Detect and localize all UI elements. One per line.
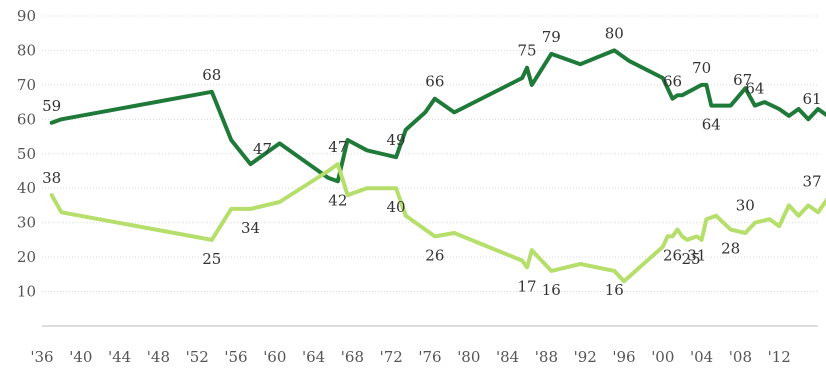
x-tick-label: '12	[768, 348, 791, 366]
data-label: 25	[682, 250, 701, 268]
data-label: 28	[721, 240, 740, 258]
x-tick-label: '52	[186, 348, 209, 366]
series-line-dark	[49, 48, 826, 184]
data-label: 61	[802, 90, 821, 108]
x-tick-label: '60	[263, 348, 286, 366]
y-tick-label: 60	[17, 110, 36, 128]
x-tick-label: '64	[302, 348, 325, 366]
data-label: 40	[387, 198, 406, 216]
x-tick-label: '36	[30, 348, 53, 366]
x-tick-label: '40	[69, 348, 92, 366]
x-tick-label: '44	[108, 348, 131, 366]
data-label: 80	[605, 24, 624, 42]
data-label: 70	[692, 59, 711, 77]
x-tick-label: '04	[690, 348, 713, 366]
data-label: 17	[517, 277, 536, 295]
data-label: 64	[745, 80, 764, 98]
y-tick-label: 50	[17, 145, 36, 163]
data-label: 26	[663, 246, 682, 264]
y-tick-label: 70	[17, 76, 36, 94]
y-tick-label: 10	[17, 283, 36, 301]
x-tick-label: '84	[496, 348, 519, 366]
data-label: 66	[663, 73, 682, 91]
series-line-light	[49, 162, 826, 284]
data-label: 49	[387, 131, 406, 149]
x-tick-label: '76	[418, 348, 441, 366]
data-label: 26	[425, 246, 444, 264]
data-label: 66	[425, 73, 444, 91]
y-tick-label: 80	[17, 41, 36, 59]
data-label: 25	[202, 250, 221, 268]
data-label: 31	[687, 246, 706, 264]
data-label: 79	[542, 28, 561, 46]
data-label: 16	[605, 281, 624, 299]
y-tick-label: 40	[17, 179, 36, 197]
data-label: 67	[733, 71, 752, 89]
x-tick-label: '92	[574, 348, 597, 366]
data-label: 30	[736, 197, 755, 215]
y-tick-label: 20	[17, 248, 36, 266]
data-label: 59	[42, 97, 61, 115]
data-label: 68	[202, 66, 221, 84]
y-axis-ticks: 10 20 30 40 50 60 70 80 90	[17, 7, 36, 301]
y-tick-label: 90	[17, 7, 36, 25]
data-label: 34	[241, 219, 260, 237]
x-tick-label: '08	[729, 348, 752, 366]
x-tick-label: '68	[341, 348, 364, 366]
x-tick-label: '56	[224, 348, 247, 366]
x-tick-label: '80	[457, 348, 480, 366]
gridlines	[42, 15, 818, 293]
data-label: 47	[328, 138, 347, 156]
x-tick-label: '96	[612, 348, 635, 366]
x-axis-ticks: '36 '40 '44 '48 '52 '56 '60 '64 '68 '72 '76 '80 '84 '…	[30, 348, 790, 366]
y-tick-label: 30	[17, 214, 36, 232]
series	[49, 48, 826, 284]
data-label: 42	[328, 191, 347, 209]
data-label: 64	[702, 116, 721, 134]
data-label: 38	[42, 169, 61, 187]
data-label: 75	[517, 42, 536, 60]
x-tick-label: '72	[380, 348, 403, 366]
data-label: 47	[253, 140, 272, 158]
x-tick-label: '48	[147, 348, 170, 366]
x-tick-label: '00	[651, 348, 674, 366]
x-tick-label: '88	[535, 348, 558, 366]
data-label: 16	[542, 281, 561, 299]
data-label: 37	[802, 173, 821, 191]
